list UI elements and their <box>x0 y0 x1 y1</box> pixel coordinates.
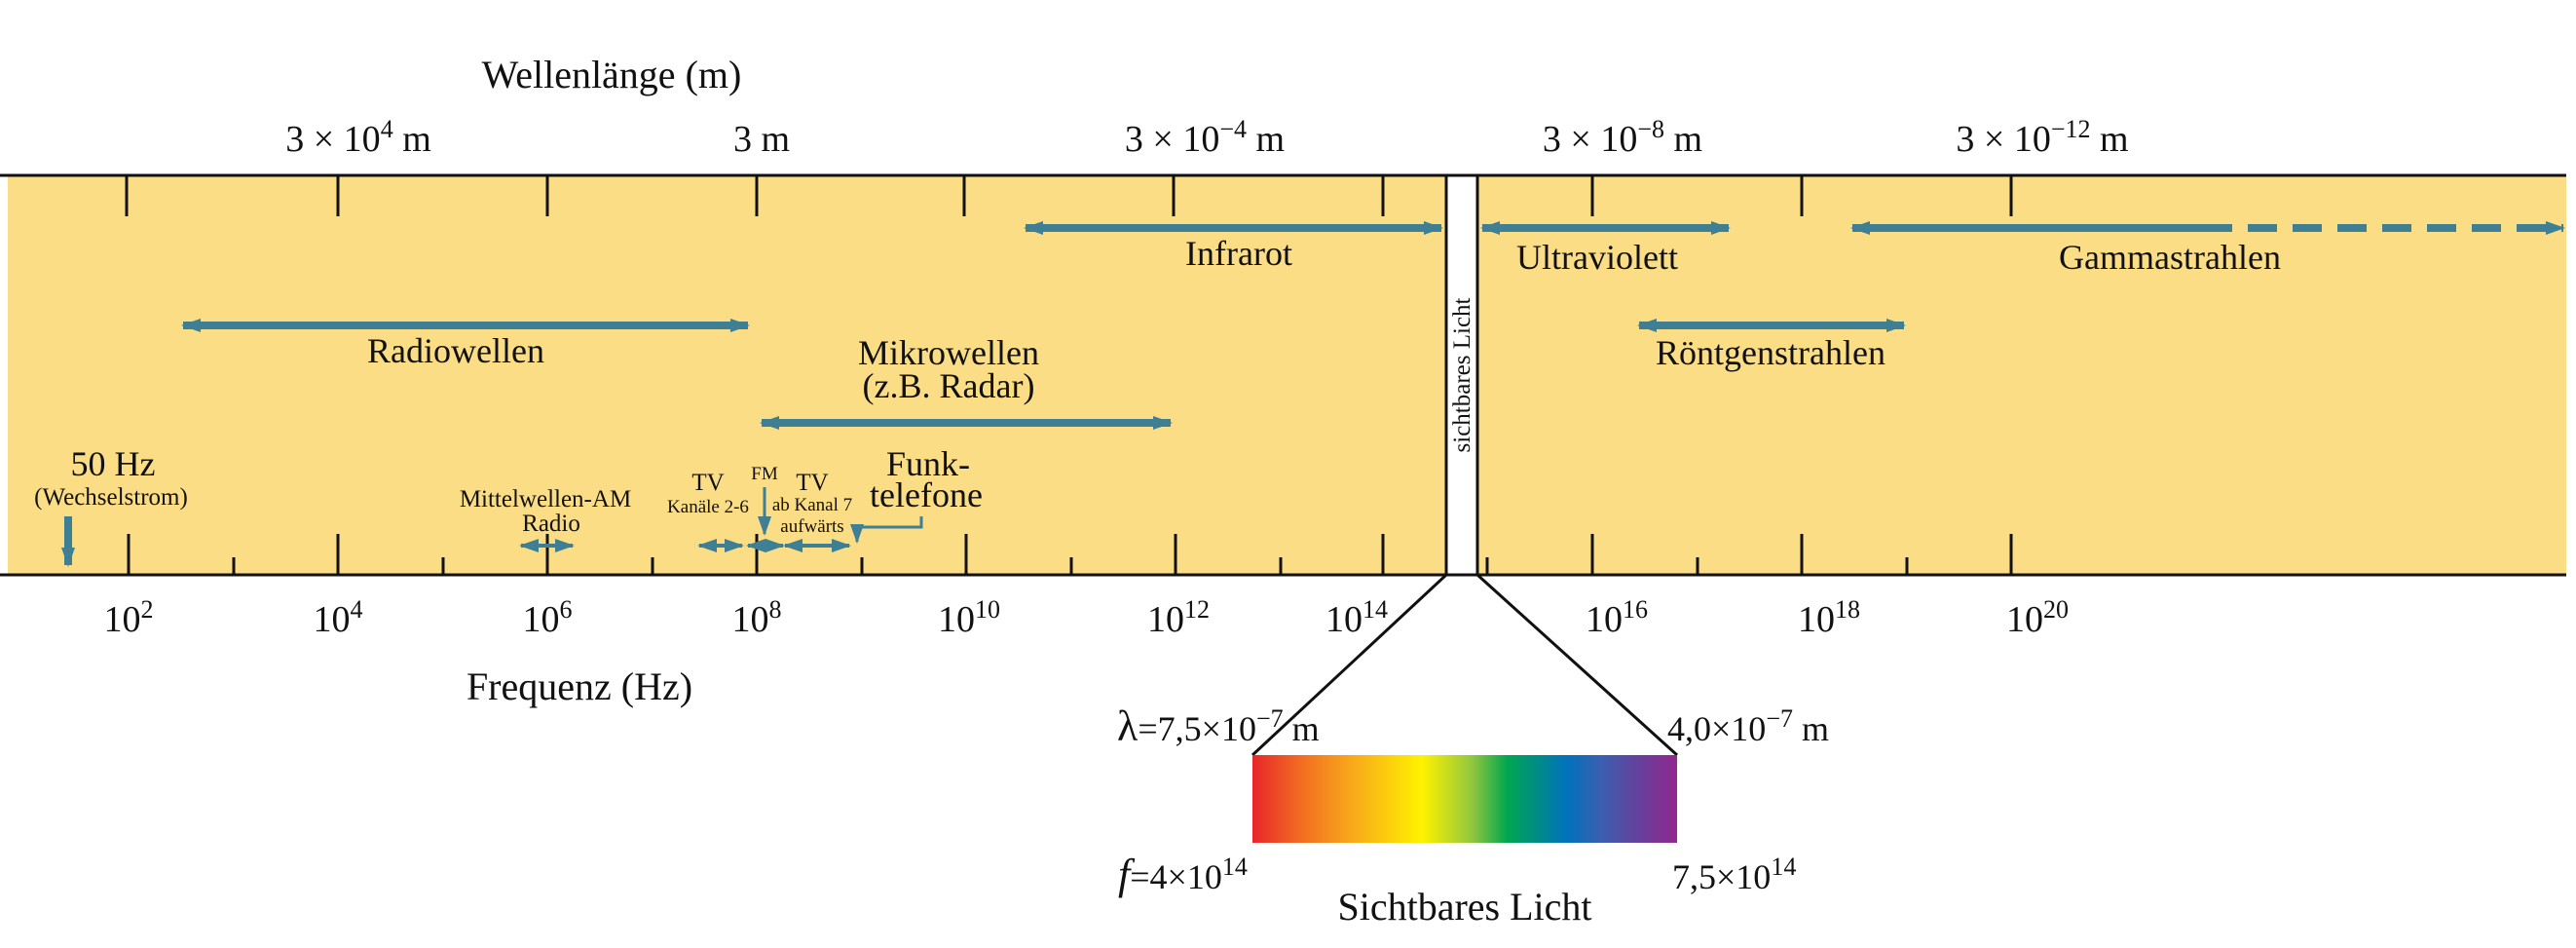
am-radio-sublabel: Radio <box>522 511 580 537</box>
zoom-line-left <box>1251 573 1448 757</box>
fm-label: FM <box>751 464 778 484</box>
visible-light-title: Sichtbares Licht <box>1337 885 1591 929</box>
frequency-label-1e12: 1012 <box>1147 595 1210 640</box>
frequency-label-1e20: 1020 <box>2006 595 2069 640</box>
tv-high-label: TV <box>796 470 828 496</box>
frequency-label-1e10: 1010 <box>938 595 1000 640</box>
tv-low-channels: Kanäle 2-6 <box>667 497 749 517</box>
ultraviolet-label: Ultraviolett <box>1516 238 1678 277</box>
frequency-red-label: f=4×1014 <box>1118 851 1248 898</box>
wavelength-red-label: λ=7,5×10−7 m <box>1117 702 1320 750</box>
mobile-phone-pointer <box>850 516 923 544</box>
wavelength-label-3: 3 m <box>733 119 790 160</box>
tv-high-channels: ab Kanal 7 <box>772 495 852 515</box>
frequency-ticks <box>127 534 2013 575</box>
frequency-label-1e14: 1014 <box>1325 595 1388 640</box>
visible-light-vertical-label: sichtbares Licht <box>1449 297 1475 452</box>
frequency-label-1e8: 108 <box>732 595 782 640</box>
infrared-label: Infrarot <box>1185 234 1292 273</box>
microwave-sublabel: (z.B. Radar) <box>863 366 1035 405</box>
ac-50hz-label: 50 Hz <box>71 444 156 483</box>
wavelength-axis-title: Wellenlänge (m) <box>482 53 742 96</box>
tv-high-upward: aufwärts <box>780 516 843 537</box>
frequency-label-1e16: 1016 <box>1586 595 1648 640</box>
wavelength-label-3e-8: 3 × 10−8 m <box>1543 115 1702 160</box>
wavelength-label-3e-4: 3 × 10−4 m <box>1125 115 1285 160</box>
frequency-axis-title: Frequenz (Hz) <box>467 664 692 708</box>
mobile-phone-sublabel: telefone <box>870 475 983 514</box>
radio-label: Radiowellen <box>367 331 544 370</box>
ac-label: (Wechselstrom) <box>34 484 188 511</box>
spectrum-band <box>8 175 2566 575</box>
visible-light-strip <box>1444 173 1479 577</box>
frequency-label-1e6: 106 <box>523 595 573 640</box>
xray-label: Röntgenstrahlen <box>1656 333 1885 372</box>
zoom-line-right <box>1475 573 1679 757</box>
frequency-label-1e2: 102 <box>104 595 154 640</box>
tv-low-label: TV <box>691 470 724 496</box>
mobile-phone-label: Funk- <box>886 444 970 483</box>
frequency-label-1e4: 104 <box>314 595 363 640</box>
visible-spectrum-bar <box>1252 755 1677 843</box>
wavelength-violet-label: 4,0×10−7 m <box>1667 704 1829 748</box>
frequency-violet-label: 7,5×1014 <box>1672 853 1796 896</box>
gamma-label: Gammastrahlen <box>2059 238 2281 277</box>
am-radio-label: Mittelwellen-AM <box>460 486 631 512</box>
frequency-label-1e18: 1018 <box>1798 595 1860 640</box>
wavelength-label-3e-12: 3 × 10−12 m <box>1956 115 2128 160</box>
wavelength-label-3e4: 3 × 104 m <box>285 115 431 160</box>
microwave-label: Mikrowellen <box>858 333 1039 372</box>
wavelength-ticks <box>125 175 2013 216</box>
